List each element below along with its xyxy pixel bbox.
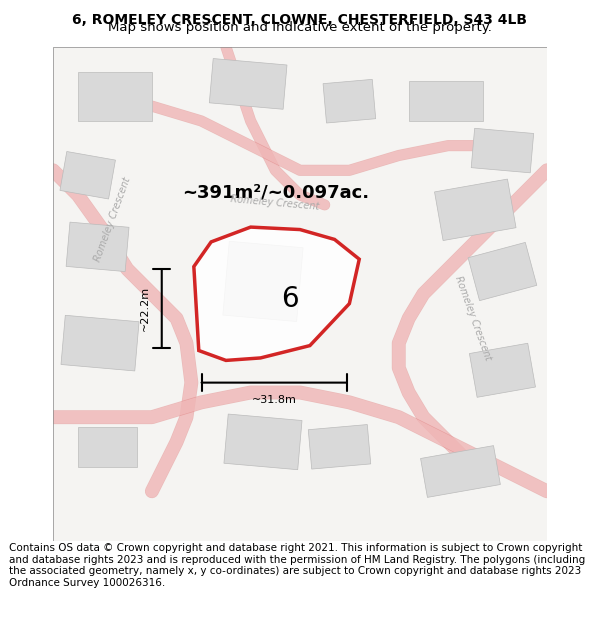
Polygon shape [409, 81, 482, 121]
Text: Map shows position and indicative extent of the property.: Map shows position and indicative extent… [108, 21, 492, 34]
Text: 6, ROMELEY CRESCENT, CLOWNE, CHESTERFIELD, S43 4LB: 6, ROMELEY CRESCENT, CLOWNE, CHESTERFIEL… [73, 13, 527, 27]
Polygon shape [78, 427, 137, 466]
Text: ~31.8m: ~31.8m [251, 395, 296, 405]
Polygon shape [434, 179, 516, 241]
Text: Contains OS data © Crown copyright and database right 2021. This information is : Contains OS data © Crown copyright and d… [9, 543, 585, 588]
Polygon shape [66, 222, 129, 271]
Polygon shape [308, 424, 371, 469]
Polygon shape [224, 414, 302, 470]
Polygon shape [468, 242, 537, 301]
Polygon shape [469, 343, 535, 398]
Polygon shape [60, 151, 115, 199]
Polygon shape [209, 59, 287, 109]
Text: Romeley Crescent: Romeley Crescent [92, 176, 133, 263]
Polygon shape [223, 241, 303, 321]
Polygon shape [323, 79, 376, 123]
Text: 6: 6 [281, 285, 299, 312]
Polygon shape [61, 315, 139, 371]
Text: Romeley Crescent: Romeley Crescent [453, 275, 493, 362]
Polygon shape [471, 128, 533, 173]
Polygon shape [194, 227, 359, 361]
Polygon shape [78, 71, 152, 121]
Polygon shape [421, 446, 500, 498]
Text: Romeley Crescent: Romeley Crescent [230, 194, 320, 211]
Text: ~22.2m: ~22.2m [139, 286, 149, 331]
Text: ~391m²/~0.097ac.: ~391m²/~0.097ac. [182, 184, 369, 201]
